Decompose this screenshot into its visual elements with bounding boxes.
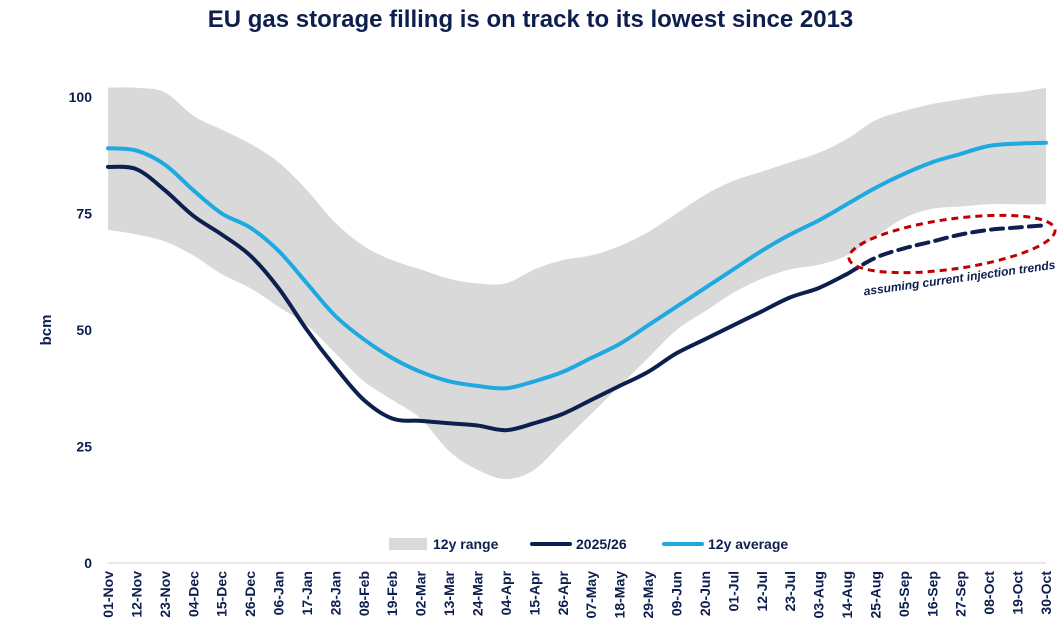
legend-label-average: 12y average — [708, 536, 788, 552]
x-tick-label: 17-Jan — [299, 571, 315, 615]
x-tick-label: 03-Aug — [811, 571, 827, 618]
x-tick-label: 04-Dec — [185, 571, 201, 617]
y-tick-label: 0 — [84, 555, 92, 571]
x-tick-label: 23-Nov — [157, 571, 173, 618]
average-line — [106, 140, 1048, 391]
range-band — [108, 87, 1046, 480]
x-tick-label: 08-Feb — [356, 571, 372, 616]
chart-title: EU gas storage filling is on track to it… — [207, 6, 854, 33]
x-tick-label: 15-Dec — [214, 571, 230, 617]
legend: 12y range 2025/26 12y average — [389, 536, 788, 552]
y-axis-label: bcm — [38, 315, 55, 346]
x-tick-label: 09-Jun — [669, 571, 685, 616]
x-tick-label: 27-Sep — [953, 571, 969, 617]
x-tick-label: 25-Aug — [868, 571, 884, 618]
x-tick-label: 15-Apr — [526, 570, 542, 615]
annotation-text: assuming current injection trends — [863, 258, 1057, 299]
x-tick-label: 14-Aug — [839, 571, 855, 618]
x-tick-label: 29-May — [640, 571, 656, 619]
series-lines-layer — [106, 140, 1048, 433]
y-tick-label: 50 — [76, 322, 92, 338]
range-band-layer — [108, 87, 1046, 480]
x-tick-label: 12-Jul — [754, 571, 770, 611]
x-tick-label: 01-Nov — [100, 571, 116, 618]
x-tick-label: 01-Jul — [725, 571, 741, 611]
current-line — [106, 164, 849, 433]
x-tick-label: 04-Apr — [498, 570, 514, 615]
legend-label-current: 2025/26 — [576, 536, 627, 552]
legend-label-range: 12y range — [433, 536, 499, 552]
x-tick-label: 28-Jan — [327, 571, 343, 615]
x-tick-label: 24-Mar — [470, 570, 486, 616]
x-tick-label: 23-Jul — [782, 571, 798, 611]
x-tick-label: 26-Dec — [242, 571, 258, 617]
y-tick-label: 75 — [76, 206, 92, 222]
x-tick-label: 13-Mar — [441, 570, 457, 616]
x-tick-label: 08-Oct — [981, 571, 997, 615]
y-tick-label: 25 — [76, 439, 92, 455]
x-tick-label: 18-May — [612, 571, 628, 619]
projection-highlight-ellipse — [847, 213, 1057, 275]
x-tick-label: 07-May — [583, 571, 599, 619]
x-tick-label: 20-Jun — [697, 571, 713, 616]
projection-line — [845, 223, 1048, 277]
x-tick-label: 30-Oct — [1038, 571, 1054, 615]
x-tick-label: 05-Sep — [896, 571, 912, 617]
x-tick-label: 16-Sep — [924, 571, 940, 617]
axis-layer: 0 25 50 75 100 01-Nov 12-Nov 23-Nov 04-Dec 15-Dec… — [38, 89, 1054, 619]
legend-swatch-range — [389, 538, 427, 550]
x-tick-label: 19-Oct — [1010, 571, 1026, 615]
y-tick-label: 100 — [69, 89, 93, 105]
x-tick-label: 06-Jan — [271, 571, 287, 615]
x-tick-label: 19-Feb — [384, 571, 400, 616]
x-tick-label: 26-Apr — [555, 570, 571, 615]
x-tick-label: 02-Mar — [413, 570, 429, 616]
x-tick-label: 12-Nov — [128, 571, 144, 618]
